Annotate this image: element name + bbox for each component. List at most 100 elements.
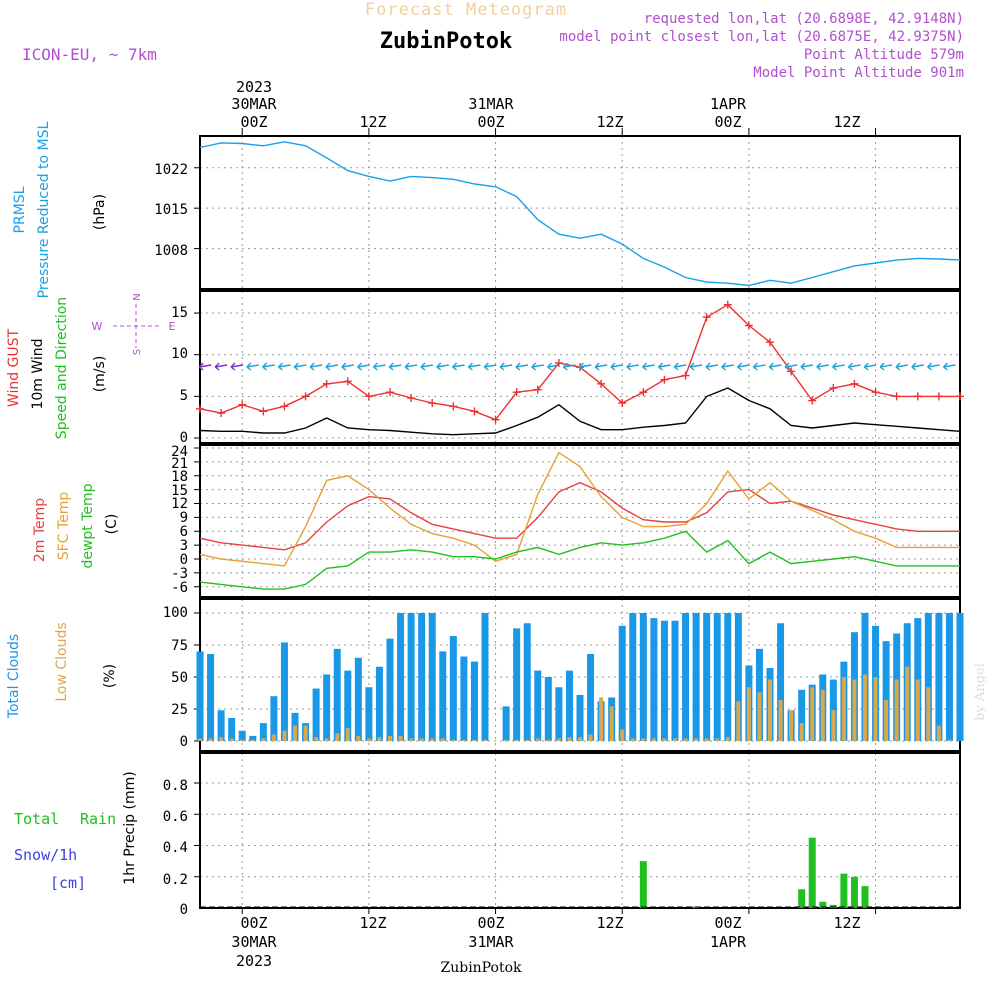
- dewpt-label: dewpt Temp: [80, 483, 96, 568]
- clouds-tick: 100: [163, 605, 188, 621]
- low-clouds-bar: [905, 666, 910, 741]
- total-clouds-bar: [565, 670, 573, 741]
- gust-marker: [217, 409, 226, 418]
- total-clouds-bar: [798, 689, 806, 741]
- total-clouds-bar: [692, 613, 700, 741]
- total-clouds-bar: [523, 623, 531, 741]
- low-clouds-bar: [282, 730, 287, 741]
- precip-tick: 0.8: [163, 778, 188, 794]
- temp-tick: 15: [171, 483, 188, 499]
- gust-marker: [364, 392, 373, 401]
- wind-direction-arrow: [847, 362, 861, 371]
- chart-subtitle: Forecast Meteogram: [365, 0, 567, 20]
- low-clouds-bar: [324, 738, 329, 741]
- low-clouds-bar: [947, 739, 952, 741]
- low-clouds-bar: [863, 674, 867, 741]
- low-clouds-bar: [314, 737, 319, 741]
- wind-direction-arrow: [705, 362, 719, 371]
- low-clouds-bar: [725, 737, 730, 741]
- total-clouds-bar: [397, 613, 405, 741]
- low-clouds-bar: [831, 710, 836, 741]
- low-clouds-bar: [683, 738, 688, 741]
- low-clouds-bar: [757, 692, 762, 741]
- low-clouds-bar: [250, 739, 255, 741]
- low-clouds-bar: [578, 737, 582, 741]
- gust-marker: [618, 399, 627, 408]
- wind-direction-arrow: [262, 362, 275, 371]
- wind-label: 10m Wind: [30, 338, 46, 409]
- bottom-tick-label: 12Z: [833, 914, 860, 932]
- wind-direction-arrow: [467, 362, 481, 371]
- total-clouds-bar: [312, 688, 320, 741]
- rain-label: Total: [14, 810, 59, 828]
- wind-direction-arrow: [578, 362, 592, 371]
- low-clouds-bar: [746, 687, 751, 741]
- wind-direction-arrow: [768, 362, 782, 371]
- total-clouds-bar: [924, 613, 932, 741]
- low-clouds-bar: [799, 723, 804, 741]
- low-clouds-bar: [293, 725, 297, 741]
- wind-direction-arrow: [420, 362, 434, 371]
- gust-marker: [407, 394, 416, 403]
- low-clouds-bar: [219, 737, 224, 741]
- point-altitude: Point Altitude 579m: [804, 47, 964, 63]
- wind-tick: 10: [171, 346, 188, 362]
- total-clouds-bar: [439, 651, 447, 741]
- top-date-label: 30MAR: [231, 95, 277, 113]
- top-tick-label: 12Z: [359, 113, 386, 131]
- wind-direction-arrow: [198, 362, 212, 371]
- total-clouds-bar: [618, 625, 626, 741]
- top-date-label: 31MAR: [468, 95, 514, 113]
- total-clouds-bar: [217, 710, 225, 741]
- low-clouds-bar: [461, 739, 466, 741]
- gust-marker: [322, 379, 331, 388]
- low-clouds-bar: [208, 738, 213, 741]
- rain-label-2: Rain: [80, 810, 116, 828]
- gust-marker: [913, 392, 922, 401]
- compass-west: W: [92, 320, 103, 333]
- low-clouds-bar: [599, 697, 604, 741]
- wind-direction-arrow: [657, 362, 671, 371]
- footer-station: ZubinPotok: [440, 960, 522, 976]
- temp-tick: 0: [180, 552, 188, 568]
- gust-marker: [343, 377, 352, 386]
- gust-marker: [533, 385, 542, 394]
- gust-marker: [829, 384, 838, 393]
- total-clouds-bar: [660, 620, 668, 741]
- wind-direction-arrow: [816, 362, 829, 371]
- precip-panel-frame: [199, 752, 961, 909]
- precip-bar: [819, 901, 827, 908]
- gust-label: Wind GUST: [6, 328, 22, 407]
- low-clouds-bar: [736, 701, 741, 741]
- pressure-line: [199, 141, 961, 287]
- compass-icon: N S W E: [92, 293, 176, 355]
- total-clouds-bar: [470, 661, 478, 741]
- low-clouds-bar: [535, 738, 540, 741]
- gust-marker: [301, 392, 310, 401]
- wind-direction-arrow: [689, 362, 703, 371]
- low-clouds-bar: [810, 687, 815, 741]
- total-clouds-bar: [650, 618, 658, 741]
- precip-bar: [808, 837, 816, 908]
- wind-direction-arrow: [246, 362, 259, 371]
- total-clouds-bar: [629, 613, 637, 741]
- low-clouds-bar: [915, 679, 920, 741]
- model-altitude: Model Point Altitude 901m: [753, 65, 964, 81]
- low-clouds-bar: [483, 739, 487, 741]
- gust-marker: [386, 388, 394, 397]
- temp-unit: (C): [104, 514, 120, 535]
- gust-line: [199, 303, 960, 421]
- low-clouds-bar: [789, 710, 794, 741]
- precip-tick: 0.2: [163, 872, 188, 888]
- total-clouds-bar: [713, 613, 721, 741]
- clouds-tick: 0: [180, 734, 188, 750]
- total-clouds-bar: [354, 657, 362, 741]
- bottom-tick-label: 12Z: [596, 914, 623, 932]
- precip-tick: 0.4: [163, 840, 188, 856]
- pressure-label: PRMSL: [12, 186, 28, 233]
- temp-tick: 24: [171, 444, 188, 460]
- wind-tick: 15: [171, 305, 188, 321]
- wind-direction-arrow: [230, 362, 244, 371]
- low-clouds-bar: [229, 738, 234, 741]
